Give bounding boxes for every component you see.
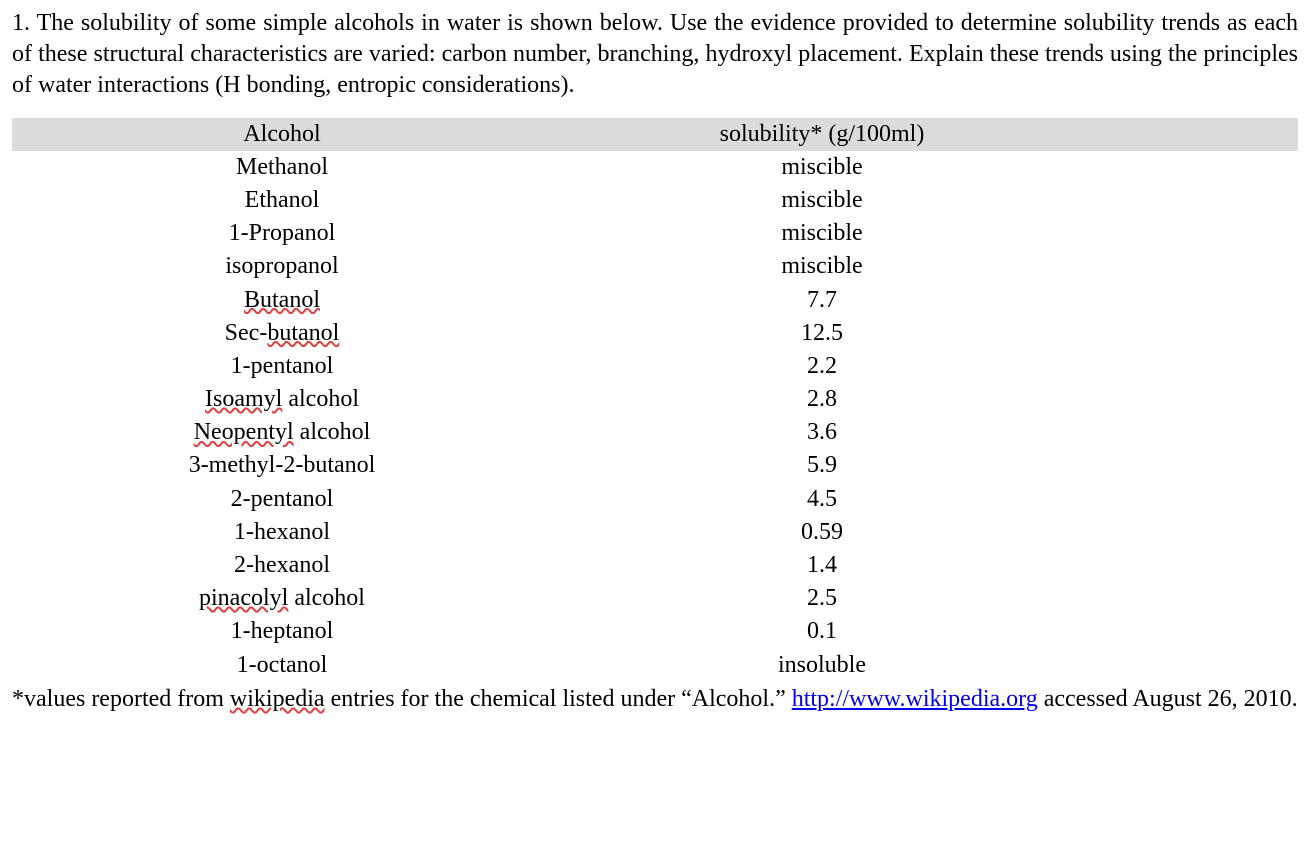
alcohol-name: 1-hexanol bbox=[12, 516, 552, 549]
alcohol-name: Butanol bbox=[12, 284, 552, 317]
alcohol-name: 1-octanol bbox=[12, 649, 552, 682]
table-row: Methanolmiscible bbox=[12, 151, 1298, 184]
solubility-value: miscible bbox=[552, 151, 1092, 184]
solubility-value: 0.59 bbox=[552, 516, 1092, 549]
solubility-value: miscible bbox=[552, 184, 1092, 217]
alcohol-name: 3-methyl-2-butanol bbox=[12, 449, 552, 482]
alcohol-name: 1-pentanol bbox=[12, 350, 552, 383]
alcohol-name: Neopentyl alcohol bbox=[12, 416, 552, 449]
alcohol-name: pinacolyl alcohol bbox=[12, 582, 552, 615]
solubility-value: 2.5 bbox=[552, 582, 1092, 615]
footnote: *values reported from wikipedia entries … bbox=[12, 684, 1298, 715]
table-body: MethanolmiscibleEthanolmiscible1-Propano… bbox=[12, 151, 1298, 682]
alcohol-name: Sec-butanol bbox=[12, 317, 552, 350]
solubility-value: 3.6 bbox=[552, 416, 1092, 449]
question-text: 1. The solubility of some simple alcohol… bbox=[12, 8, 1298, 102]
alcohol-name: 1-heptanol bbox=[12, 615, 552, 648]
header-alcohol: Alcohol bbox=[12, 118, 552, 151]
solubility-value: miscible bbox=[552, 217, 1092, 250]
table-row: Isoamyl alcohol2.8 bbox=[12, 383, 1298, 416]
solubility-value: 4.5 bbox=[552, 483, 1092, 516]
solubility-table: Alcohol solubility* (g/100ml) Methanolmi… bbox=[12, 118, 1298, 682]
alcohol-name: 2-pentanol bbox=[12, 483, 552, 516]
alcohol-name: Ethanol bbox=[12, 184, 552, 217]
table-row: isopropanolmiscible bbox=[12, 250, 1298, 283]
solubility-value: 2.8 bbox=[552, 383, 1092, 416]
table-row: 2-pentanol4.5 bbox=[12, 483, 1298, 516]
footnote-spelled-word: wikipedia bbox=[230, 686, 325, 712]
table-row: 1-pentanol2.2 bbox=[12, 350, 1298, 383]
solubility-value: insoluble bbox=[552, 649, 1092, 682]
solubility-value: 7.7 bbox=[552, 284, 1092, 317]
table-row: pinacolyl alcohol2.5 bbox=[12, 582, 1298, 615]
alcohol-name: Isoamyl alcohol bbox=[12, 383, 552, 416]
table-row: Sec-butanol12.5 bbox=[12, 317, 1298, 350]
alcohol-name: isopropanol bbox=[12, 250, 552, 283]
table-row: 2-hexanol1.4 bbox=[12, 549, 1298, 582]
footnote-prefix: *values reported from bbox=[12, 686, 230, 712]
footnote-suffix: accessed August 26, 2010. bbox=[1038, 686, 1298, 712]
alcohol-name: Methanol bbox=[12, 151, 552, 184]
footnote-middle: entries for the chemical listed under “A… bbox=[325, 686, 792, 712]
table-row: Butanol7.7 bbox=[12, 284, 1298, 317]
header-solubility: solubility* (g/100ml) bbox=[552, 118, 1092, 151]
table-row: Ethanolmiscible bbox=[12, 184, 1298, 217]
solubility-value: 0.1 bbox=[552, 615, 1092, 648]
solubility-value: 1.4 bbox=[552, 549, 1092, 582]
solubility-value: 2.2 bbox=[552, 350, 1092, 383]
table-header-row: Alcohol solubility* (g/100ml) bbox=[12, 118, 1298, 151]
alcohol-name: 1-Propanol bbox=[12, 217, 552, 250]
alcohol-name: 2-hexanol bbox=[12, 549, 552, 582]
table-row: Neopentyl alcohol3.6 bbox=[12, 416, 1298, 449]
table-row: 1-Propanolmiscible bbox=[12, 217, 1298, 250]
solubility-value: 5.9 bbox=[552, 449, 1092, 482]
table-row: 1-octanolinsoluble bbox=[12, 649, 1298, 682]
solubility-value: 12.5 bbox=[552, 317, 1092, 350]
solubility-value: miscible bbox=[552, 250, 1092, 283]
table-row: 3-methyl-2-butanol5.9 bbox=[12, 449, 1298, 482]
table-row: 1-heptanol0.1 bbox=[12, 615, 1298, 648]
footnote-link[interactable]: http://www.wikipedia.org bbox=[792, 686, 1038, 712]
table-row: 1-hexanol0.59 bbox=[12, 516, 1298, 549]
